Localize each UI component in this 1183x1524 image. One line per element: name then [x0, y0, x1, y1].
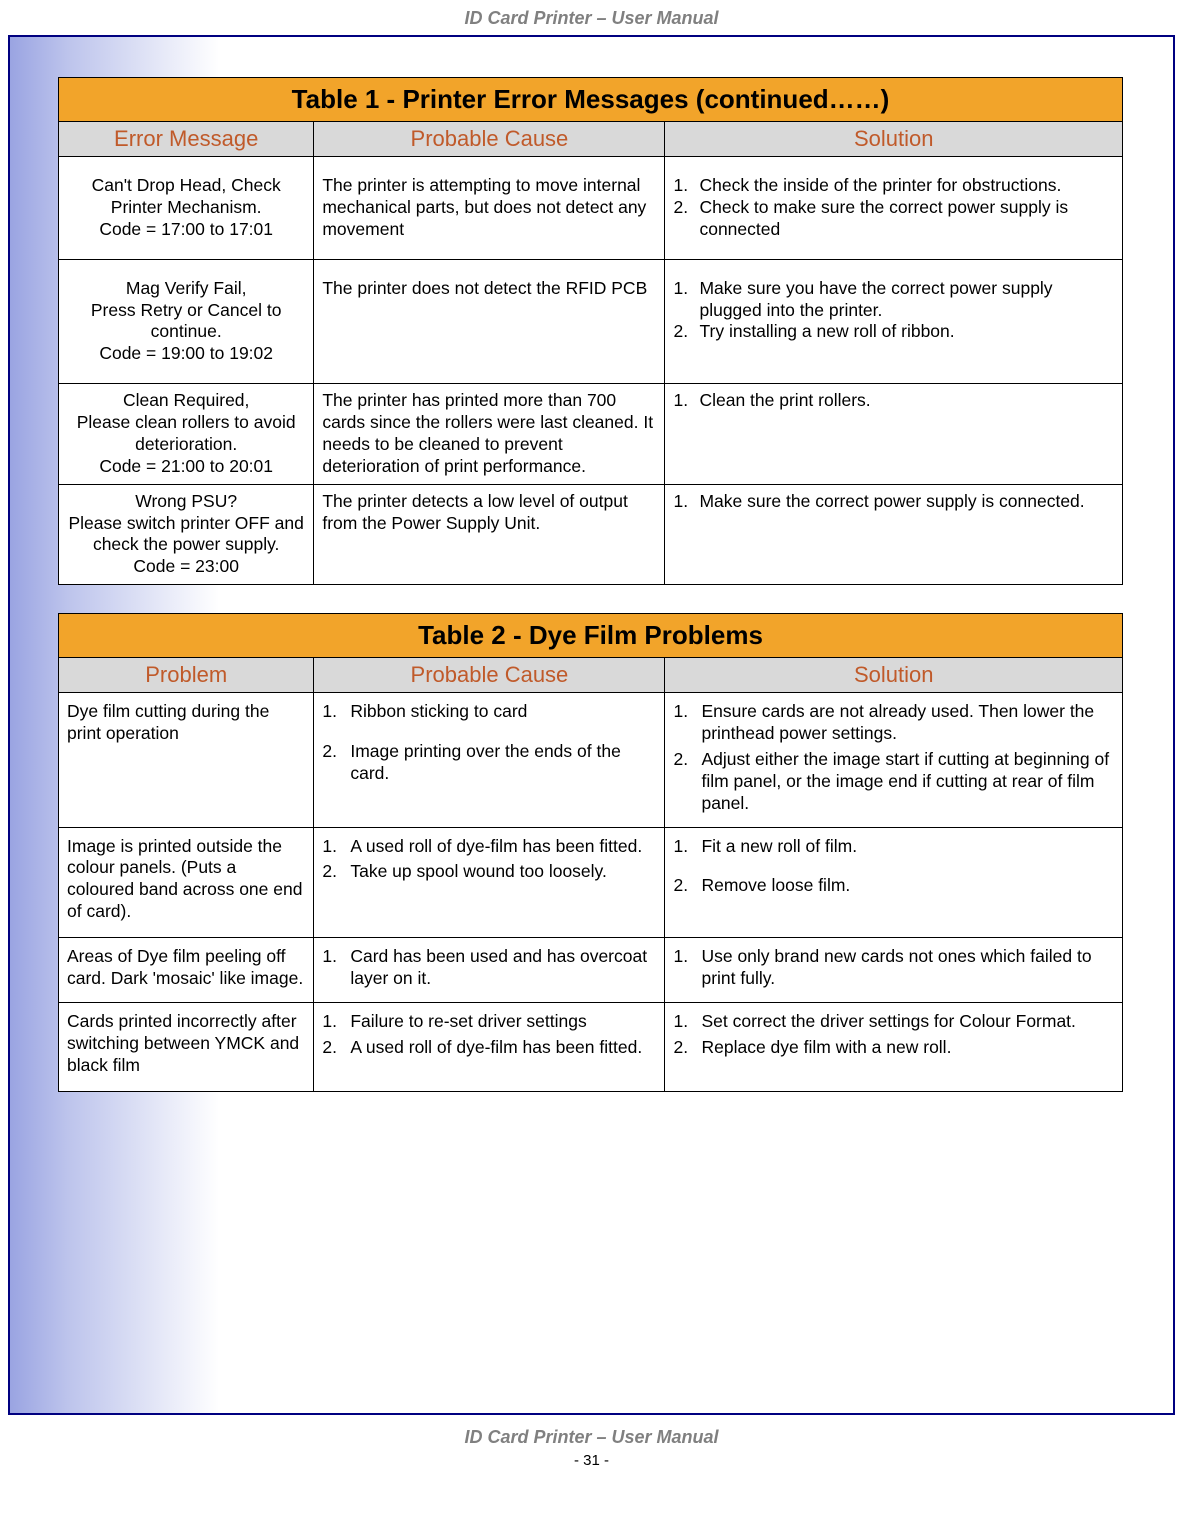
table-1-header-solution: Solution — [665, 122, 1123, 157]
solution-item: 1.Set correct the driver settings for Co… — [673, 1011, 1114, 1033]
solution-cell: 1.Check the inside of the printer for ob… — [665, 157, 1123, 260]
page-footer: ID Card Printer – User Manual - 31 - — [0, 1427, 1183, 1481]
solution-cell: 1.Make sure you have the correct power s… — [665, 259, 1123, 384]
table-1-title: Table 1 - Printer Error Messages (contin… — [59, 78, 1123, 122]
probable-cause-cell: 1.Card has been used and has overcoat la… — [314, 938, 665, 1003]
solution-cell: 1.Use only brand new cards not ones whic… — [665, 938, 1123, 1003]
table-2-title-row: Table 2 - Dye Film Problems — [59, 614, 1123, 658]
solution-item: 1.Check the inside of the printer for ob… — [673, 175, 1114, 197]
footer-title: ID Card Printer – User Manual — [0, 1427, 1183, 1448]
table-row: Dye film cutting during the print operat… — [59, 693, 1123, 827]
probable-cause-cell: The printer has printed more than 700 ca… — [314, 384, 665, 485]
table-1-header-error: Error Message — [59, 122, 314, 157]
solution-item: 1.Fit a new roll of film. — [673, 836, 1114, 858]
cause-item: 2.A used roll of dye-film has been fitte… — [322, 1037, 656, 1059]
cause-item: 2.Image printing over the ends of the ca… — [322, 741, 656, 785]
page-header: ID Card Printer – User Manual — [0, 0, 1183, 35]
cause-item: 1.Ribbon sticking to card — [322, 701, 656, 723]
table-row: Areas of Dye film peeling off card. Dark… — [59, 938, 1123, 1003]
solution-item: 1.Use only brand new cards not ones whic… — [673, 946, 1114, 990]
table-2-header-solution: Solution — [665, 658, 1123, 693]
table-2: Table 2 - Dye Film Problems Problem Prob… — [58, 613, 1123, 1092]
table-1-header-cause: Probable Cause — [314, 122, 665, 157]
table-1-header-row: Error Message Probable Cause Solution — [59, 122, 1123, 157]
table-row: Clean Required,Please clean rollers to a… — [59, 384, 1123, 485]
solution-item: 1.Make sure the correct power supply is … — [673, 491, 1114, 513]
table-1: Table 1 - Printer Error Messages (contin… — [58, 77, 1123, 585]
solution-item: 2.Remove loose film. — [673, 875, 1114, 897]
problem-cell: Areas of Dye film peeling off card. Dark… — [59, 938, 314, 1003]
probable-cause-cell: The printer does not detect the RFID PCB — [314, 259, 665, 384]
table-row: Can't Drop Head, Check Printer Mechanism… — [59, 157, 1123, 260]
cause-item: 1.A used roll of dye-film has been fitte… — [322, 836, 656, 858]
header-title: ID Card Printer – User Manual — [464, 8, 718, 28]
solution-item: 1.Make sure you have the correct power s… — [673, 278, 1114, 322]
error-message-cell: Mag Verify Fail,Press Retry or Cancel to… — [59, 259, 314, 384]
problem-cell: Cards printed incorrectly after switchin… — [59, 1003, 314, 1092]
problem-cell: Image is printed outside the colour pane… — [59, 827, 314, 938]
cause-item: 2.Take up spool wound too loosely. — [322, 861, 656, 883]
solution-item: 1.Clean the print rollers. — [673, 390, 1114, 412]
probable-cause-cell: The printer detects a low level of outpu… — [314, 484, 665, 585]
content-frame: Table 1 - Printer Error Messages (contin… — [8, 35, 1175, 1415]
probable-cause-cell: 1.Ribbon sticking to card 2.Image printin… — [314, 693, 665, 827]
probable-cause-cell: 1.A used roll of dye-film has been fitte… — [314, 827, 665, 938]
table-row: Wrong PSU?Please switch printer OFF and … — [59, 484, 1123, 585]
solution-cell: 1.Make sure the correct power supply is … — [665, 484, 1123, 585]
table-2-header-row: Problem Probable Cause Solution — [59, 658, 1123, 693]
solution-cell: 1.Set correct the driver settings for Co… — [665, 1003, 1123, 1092]
solution-item: 2.Check to make sure the correct power s… — [673, 197, 1114, 241]
table-2-header-cause: Probable Cause — [314, 658, 665, 693]
error-message-cell: Clean Required,Please clean rollers to a… — [59, 384, 314, 485]
solution-item: 2.Adjust either the image start if cutti… — [673, 749, 1114, 815]
table-row: Mag Verify Fail,Press Retry or Cancel to… — [59, 259, 1123, 384]
table-1-title-row: Table 1 - Printer Error Messages (contin… — [59, 78, 1123, 122]
cause-item: 1.Card has been used and has overcoat la… — [322, 946, 656, 990]
problem-cell: Dye film cutting during the print operat… — [59, 693, 314, 827]
table-2-title: Table 2 - Dye Film Problems — [59, 614, 1123, 658]
table-row: Cards printed incorrectly after switchin… — [59, 1003, 1123, 1092]
solution-item: 1.Ensure cards are not already used. The… — [673, 701, 1114, 745]
solution-item: 2.Replace dye film with a new roll. — [673, 1037, 1114, 1059]
error-message-cell: Wrong PSU?Please switch printer OFF and … — [59, 484, 314, 585]
table-2-header-problem: Problem — [59, 658, 314, 693]
probable-cause-cell: The printer is attempting to move intern… — [314, 157, 665, 260]
error-message-cell: Can't Drop Head, Check Printer Mechanism… — [59, 157, 314, 260]
solution-cell: 1.Clean the print rollers. — [665, 384, 1123, 485]
probable-cause-cell: 1.Failure to re-set driver settings 2.A u… — [314, 1003, 665, 1092]
table-row: Image is printed outside the colour pane… — [59, 827, 1123, 938]
content-wrap: Table 1 - Printer Error Messages (contin… — [10, 37, 1173, 1160]
solution-cell: 1.Fit a new roll of film. 2.Remove loose … — [665, 827, 1123, 938]
solution-cell: 1.Ensure cards are not already used. The… — [665, 693, 1123, 827]
solution-item: 2.Try installing a new roll of ribbon. — [673, 321, 1114, 343]
footer-page-number: - 31 - — [0, 1452, 1183, 1469]
cause-item: 1.Failure to re-set driver settings — [322, 1011, 656, 1033]
